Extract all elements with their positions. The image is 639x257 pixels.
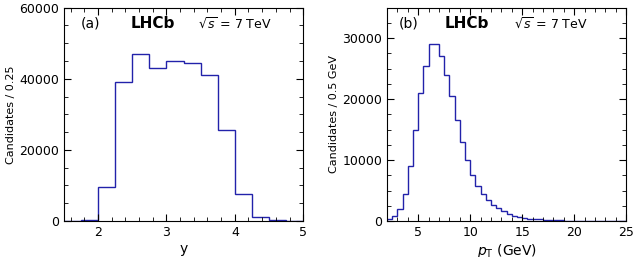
X-axis label: y: y <box>180 242 188 256</box>
Text: (b): (b) <box>399 16 419 30</box>
Text: LHCb: LHCb <box>444 16 489 31</box>
Text: $\sqrt{s}$ = 7 TeV: $\sqrt{s}$ = 7 TeV <box>198 16 272 31</box>
Y-axis label: Candidates / 0.25: Candidates / 0.25 <box>6 65 17 164</box>
Text: (a): (a) <box>81 16 100 30</box>
Text: LHCb: LHCb <box>131 16 175 31</box>
Y-axis label: Candidates / 0.5 GeV: Candidates / 0.5 GeV <box>330 55 339 173</box>
Text: $\sqrt{s}$ = 7 TeV: $\sqrt{s}$ = 7 TeV <box>514 16 587 31</box>
X-axis label: $p_{\mathrm{T}}$ (GeV): $p_{\mathrm{T}}$ (GeV) <box>477 242 537 257</box>
